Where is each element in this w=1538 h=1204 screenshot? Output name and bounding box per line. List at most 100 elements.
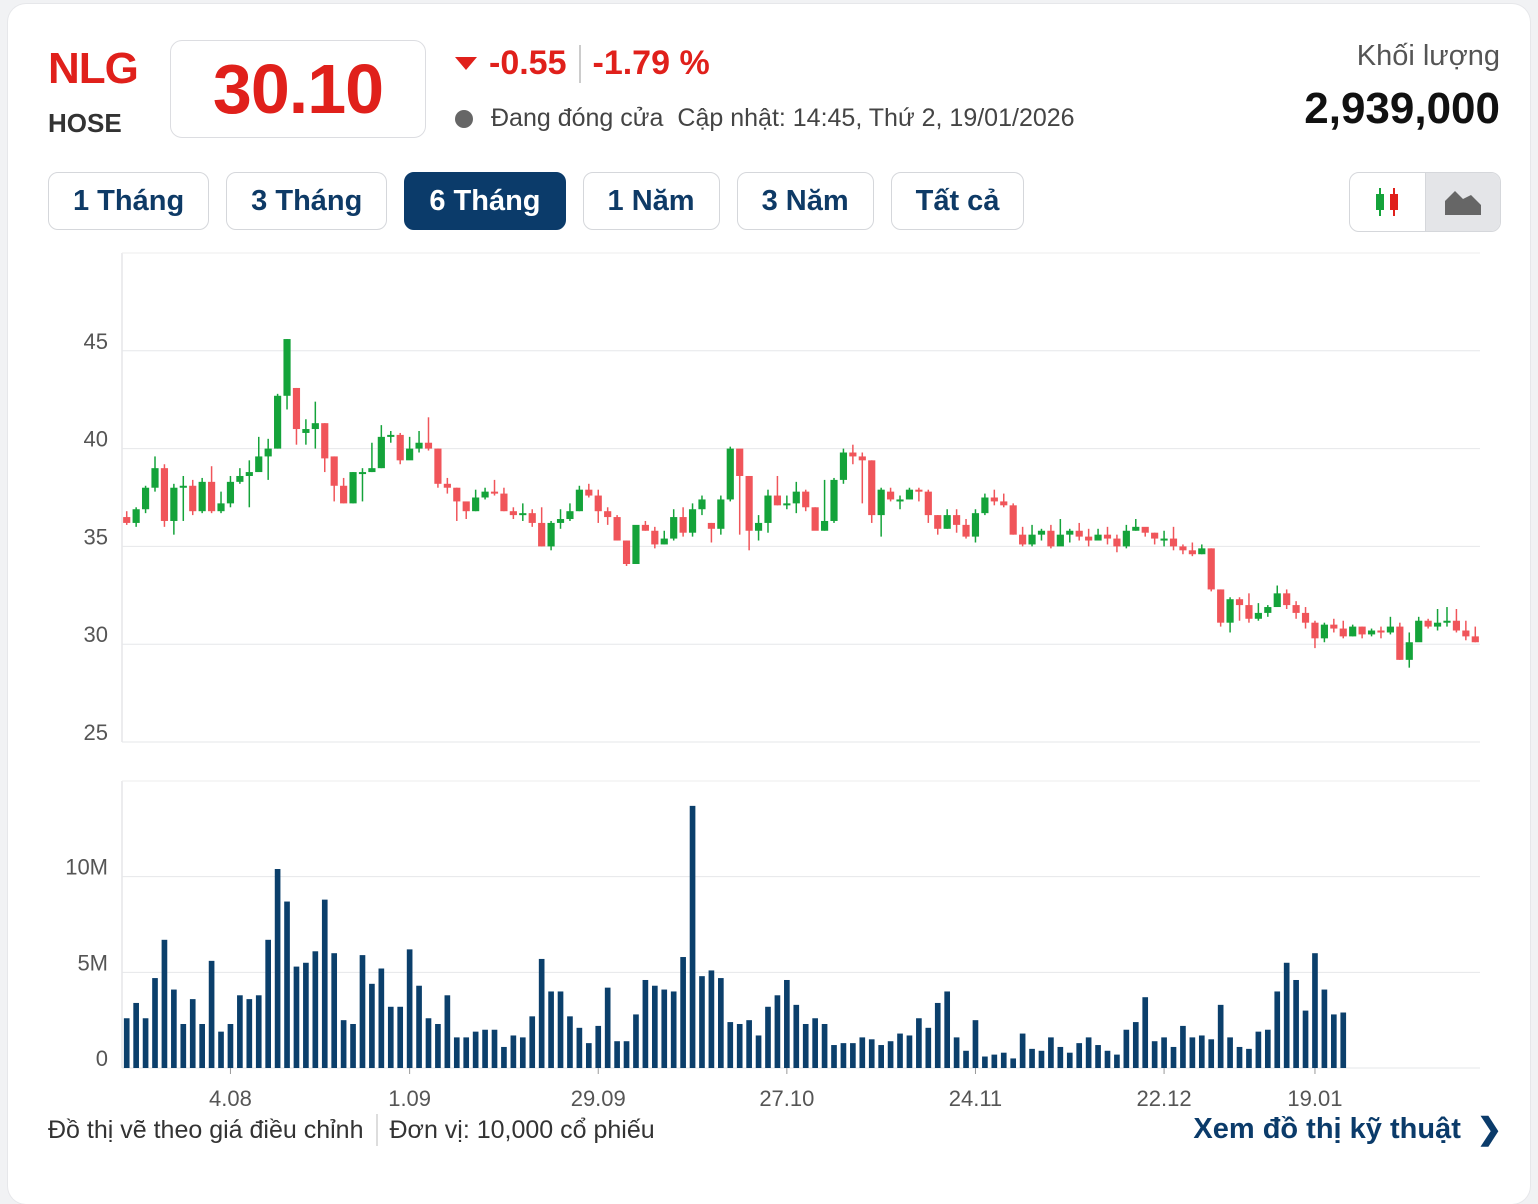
volume-bar xyxy=(991,1054,998,1068)
tab-1-year[interactable]: 1 Năm xyxy=(582,172,720,230)
candle-body xyxy=(962,524,970,537)
candle-body xyxy=(1217,589,1225,623)
volume-bar xyxy=(850,1043,856,1068)
candlestick-toggle-button[interactable] xyxy=(1350,173,1425,231)
volume-bar xyxy=(906,1035,913,1068)
candle-body xyxy=(943,515,951,529)
volume-bar xyxy=(557,991,564,1068)
volume-bar xyxy=(435,1023,441,1068)
candle-body xyxy=(698,499,706,510)
volume-bar xyxy=(868,1039,875,1068)
candle-body xyxy=(849,452,857,457)
volume-bar xyxy=(812,1018,818,1068)
candle-body xyxy=(453,487,461,502)
market-status: Đang đóng cửa Cập nhật: 14:45, Thứ 2, 19… xyxy=(455,104,1075,133)
down-arrow-icon xyxy=(455,57,477,70)
volume-bar xyxy=(1019,1033,1026,1068)
volume-bar xyxy=(548,991,554,1068)
unit-note: Đơn vị: 10,000 cổ phiếu xyxy=(389,1115,655,1144)
price-y-tick-label: 25 xyxy=(84,720,108,745)
candle-body xyxy=(1037,530,1046,535)
chart-type-toggle xyxy=(1349,172,1501,232)
candle-body xyxy=(1330,624,1338,629)
status-dot-icon xyxy=(455,109,473,128)
candle-body xyxy=(934,515,942,529)
candle-body xyxy=(1075,530,1083,537)
volume-bar xyxy=(303,962,309,1068)
status-text: Đang đóng cửa xyxy=(491,104,664,132)
volume-bar xyxy=(944,991,951,1068)
volume-bar xyxy=(453,1037,460,1068)
volume-bar xyxy=(1095,1045,1101,1068)
volume-bar xyxy=(1170,1046,1177,1068)
candle-body xyxy=(1169,538,1178,547)
volume-bar xyxy=(397,1006,404,1068)
volume-bar xyxy=(878,1045,884,1068)
area-toggle-button[interactable] xyxy=(1424,173,1500,231)
volume-bar xyxy=(916,1018,922,1068)
candle-body xyxy=(688,509,697,533)
candle-body xyxy=(274,395,282,449)
tab-6-month[interactable]: 6 Tháng xyxy=(404,172,566,230)
technical-chart-label: Xem đồ thị kỹ thuật xyxy=(1193,1113,1461,1145)
volume-bar xyxy=(425,1018,432,1068)
volume-bar xyxy=(1330,1014,1337,1068)
tab-1-month[interactable]: 1 Tháng xyxy=(48,172,210,230)
volume-bar xyxy=(897,1033,903,1068)
candle-body xyxy=(1066,530,1074,535)
candle-body xyxy=(802,491,810,508)
change-percent: -1.79 % xyxy=(592,44,710,82)
candle-body xyxy=(1264,607,1272,613)
volume-bar xyxy=(614,1041,620,1068)
volume-bar xyxy=(1321,989,1328,1068)
volume-bar xyxy=(1076,1043,1083,1068)
candle-body xyxy=(1254,612,1262,619)
tab-all[interactable]: Tất cả xyxy=(890,172,1025,230)
volume-bar xyxy=(171,989,177,1068)
candle-body xyxy=(1132,526,1140,531)
current-price: 30.10 xyxy=(212,50,384,128)
candle-body xyxy=(1188,550,1196,555)
volume-bar xyxy=(1085,1037,1092,1068)
candle-body xyxy=(953,515,961,525)
candle-body xyxy=(396,434,404,461)
volume-bar xyxy=(369,983,375,1068)
candle-body xyxy=(830,479,838,521)
volume-bar xyxy=(246,999,253,1068)
volume-bar xyxy=(1217,1004,1224,1068)
volume-bar xyxy=(1132,1022,1139,1068)
candle-body xyxy=(1056,534,1064,547)
volume-bar xyxy=(1302,1010,1309,1068)
ticker-symbol: NLG xyxy=(48,44,139,93)
volume-bar xyxy=(463,1037,470,1068)
tab-3-month[interactable]: 3 Tháng xyxy=(226,172,388,230)
volume-bar xyxy=(670,991,677,1068)
candle-body xyxy=(887,491,895,500)
candle-body xyxy=(1019,534,1027,545)
x-tick-label: 1.09 xyxy=(388,1086,431,1111)
volume-bar xyxy=(1029,1048,1035,1068)
volume-bar xyxy=(274,869,281,1068)
volume-bar xyxy=(378,968,385,1068)
candle-body xyxy=(1367,630,1376,635)
candle-body xyxy=(651,530,659,545)
candle-body xyxy=(1009,505,1017,535)
volume-bar xyxy=(501,1046,507,1068)
volume-bar xyxy=(736,1023,743,1068)
volume-bar xyxy=(746,1020,752,1068)
volume-bar xyxy=(623,1041,630,1068)
x-tick-label: 19.01 xyxy=(1287,1086,1342,1111)
candle-body xyxy=(462,501,470,512)
volume-bar xyxy=(1123,1029,1130,1068)
tab-3-year[interactable]: 3 Năm xyxy=(736,172,874,230)
candle-body xyxy=(622,540,631,565)
candle-body xyxy=(632,524,640,565)
candle-body xyxy=(368,468,376,473)
candle-body xyxy=(1047,530,1055,547)
technical-chart-link[interactable]: Xem đồ thị kỹ thuật ❯ xyxy=(1193,1112,1502,1147)
volume-bar xyxy=(1104,1050,1111,1068)
candle-body xyxy=(443,483,451,488)
candle-body xyxy=(1433,622,1442,627)
volume-bar xyxy=(142,1018,149,1068)
volume-bar xyxy=(1255,1031,1262,1068)
